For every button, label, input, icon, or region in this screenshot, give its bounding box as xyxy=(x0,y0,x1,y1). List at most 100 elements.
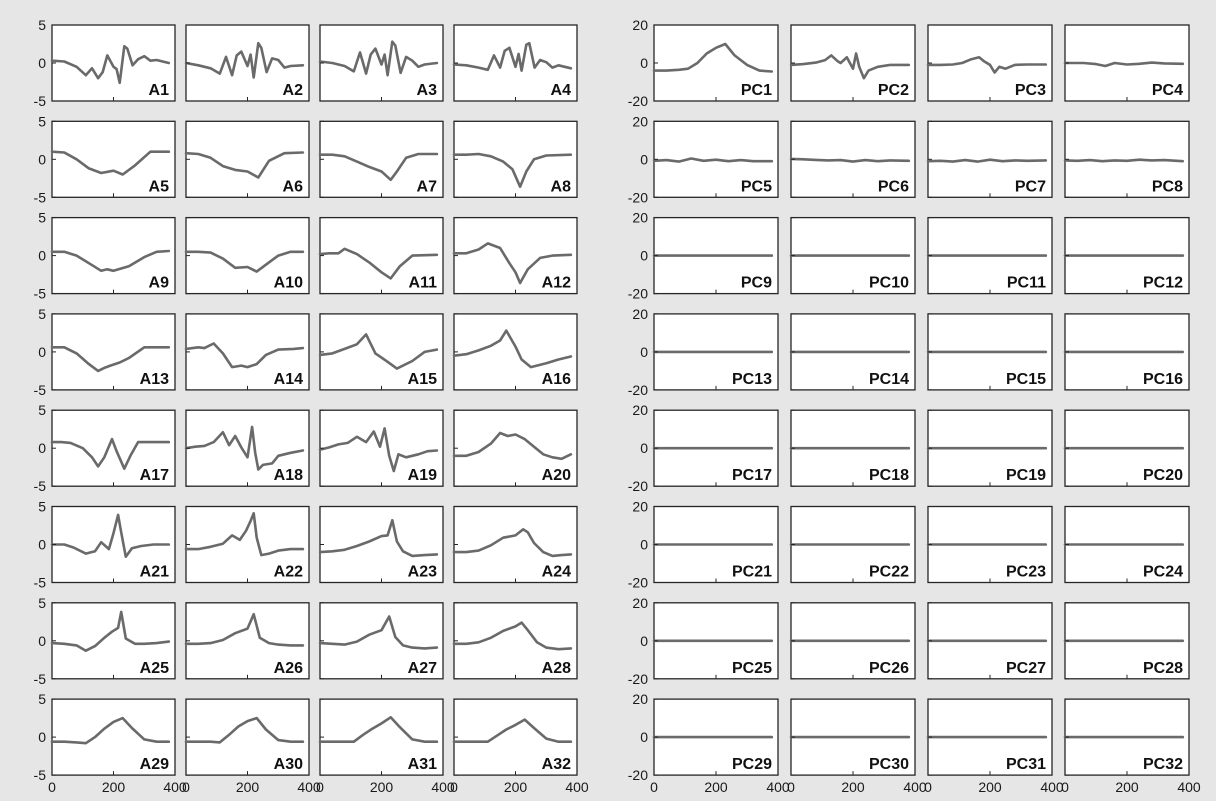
panel-frame xyxy=(653,120,779,198)
series-line xyxy=(184,425,305,471)
series-line xyxy=(789,157,911,163)
panel-label: A27 xyxy=(408,660,437,677)
panel-pc16: PC16 xyxy=(1063,313,1190,391)
panel-label: PC31 xyxy=(1006,756,1046,773)
panel-label: PC22 xyxy=(869,564,909,581)
series-line xyxy=(452,242,573,285)
panel-frame xyxy=(319,698,444,776)
y-tick-label: 20 xyxy=(632,691,648,707)
y-tick-label: -20 xyxy=(628,189,648,205)
panel-label: PC2 xyxy=(878,82,909,99)
panel-pc10: PC10 xyxy=(789,216,916,295)
series-line xyxy=(318,247,439,280)
panel-frame xyxy=(319,505,444,584)
panel-a16: A16 xyxy=(452,313,578,391)
y-tick-label: -20 xyxy=(628,767,648,783)
series-line xyxy=(318,615,439,650)
panel-a12: A12 xyxy=(452,216,578,295)
panel-a21: A21 5 0 -5 xyxy=(34,499,176,591)
panel-label: A12 xyxy=(542,275,571,292)
panel-label: A2 xyxy=(283,82,304,99)
x-tick-label: 200 xyxy=(504,779,528,795)
panel-a5: A5 5 0 -5 xyxy=(34,113,176,205)
x-tick-label: 0 xyxy=(924,779,932,795)
x-tick-label: 400 xyxy=(1040,779,1064,795)
panel-label: A30 xyxy=(274,756,303,773)
series-line xyxy=(652,157,774,163)
series-line xyxy=(50,150,171,176)
y-tick-label: 20 xyxy=(632,595,648,611)
panel-label: PC24 xyxy=(1143,564,1183,581)
panel-label: A17 xyxy=(140,467,169,484)
y-tick-label: 0 xyxy=(640,633,648,649)
panel-label: A25 xyxy=(140,660,169,677)
x-tick-label: 400 xyxy=(903,779,927,795)
panel-pc27: PC27 xyxy=(926,602,1053,680)
panel-pc11: PC11 xyxy=(926,216,1053,295)
y-tick-label: 0 xyxy=(38,55,46,71)
panel-label: PC21 xyxy=(732,564,772,581)
x-tick-label: 0 xyxy=(650,779,658,795)
series-line xyxy=(452,528,573,558)
series-line xyxy=(184,716,305,744)
series-line xyxy=(50,249,171,273)
panel-pc20: PC20 xyxy=(1063,409,1190,487)
panel-a27: A27 xyxy=(318,602,444,680)
panel-a19: A19 xyxy=(318,409,444,487)
panel-a28: A28 xyxy=(452,602,578,680)
x-tick-label: 200 xyxy=(236,779,260,795)
x-tick-label: 0 xyxy=(787,779,795,795)
series-line xyxy=(452,41,573,72)
x-tick-label: 400 xyxy=(565,779,589,795)
panel-pc6: PC6 xyxy=(789,120,916,198)
panel-label: A11 xyxy=(409,275,438,292)
panel-label: PC8 xyxy=(1152,178,1183,195)
panel-pc23: PC23 xyxy=(926,505,1053,584)
panel-frame xyxy=(653,24,779,102)
panel-label: PC3 xyxy=(1015,82,1046,99)
panel-label: A20 xyxy=(542,467,571,484)
panel-label: A16 xyxy=(542,371,571,388)
series-line xyxy=(452,718,573,743)
panel-label: A10 xyxy=(274,275,303,292)
series-line xyxy=(318,333,439,370)
panel-pc7: PC7 xyxy=(926,120,1053,198)
y-tick-label: 5 xyxy=(38,210,46,226)
series-line xyxy=(452,152,573,188)
panel-pc15: PC15 xyxy=(926,313,1053,391)
y-tick-label: 0 xyxy=(38,151,46,167)
panel-a14: A14 xyxy=(184,313,310,391)
y-tick-label: -5 xyxy=(34,189,47,205)
y-tick-label: 5 xyxy=(38,402,46,418)
panel-pc26: PC26 xyxy=(789,602,916,680)
panel-a11: A11 xyxy=(318,216,444,295)
panel-pc30: PC30 0 200 400 xyxy=(787,698,927,795)
panel-a20: A20 xyxy=(452,409,578,487)
panel-a22: A22 xyxy=(184,505,310,584)
panel-pc2: PC2 xyxy=(789,24,916,102)
series-line xyxy=(184,250,305,273)
y-tick-label: 5 xyxy=(38,595,46,611)
panel-label: A4 xyxy=(551,82,572,99)
series-line xyxy=(452,329,573,369)
panel-a4: A4 xyxy=(452,24,578,102)
y-tick-label: -5 xyxy=(34,767,47,783)
panel-label: PC17 xyxy=(732,467,772,484)
panel-label: A28 xyxy=(542,660,571,677)
panel-label: PC4 xyxy=(1152,82,1183,99)
y-tick-label: 5 xyxy=(38,499,46,515)
panel-frame xyxy=(185,216,310,295)
panel-label: A5 xyxy=(149,178,170,195)
series-line xyxy=(50,513,171,558)
y-tick-label: 0 xyxy=(38,344,46,360)
panel-label: PC20 xyxy=(1143,467,1183,484)
panel-a10: A10 xyxy=(184,216,310,295)
panel-frame xyxy=(453,602,578,680)
panel-label: A23 xyxy=(408,564,437,581)
panel-label: A31 xyxy=(408,756,437,773)
panel-a26: A26 xyxy=(184,602,310,680)
series-line xyxy=(1063,158,1185,163)
series-line xyxy=(926,56,1048,74)
y-tick-label: -20 xyxy=(628,575,648,591)
